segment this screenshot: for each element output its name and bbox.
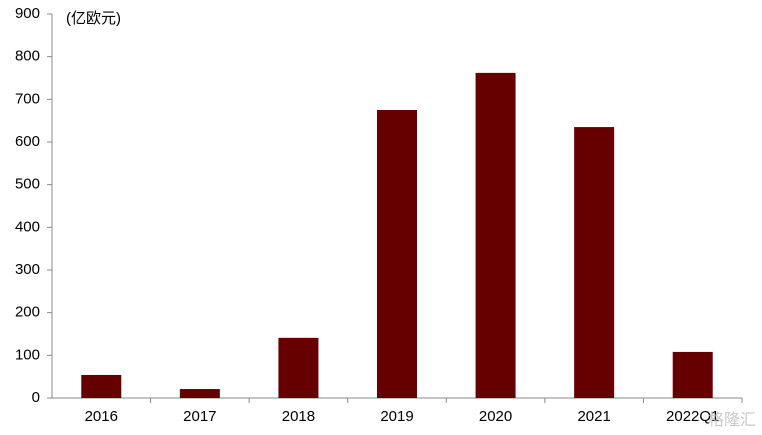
y-tick-label: 200 bbox=[15, 304, 40, 321]
x-tick-label: 2019 bbox=[380, 408, 413, 425]
bar bbox=[278, 337, 319, 398]
x-tick-label: 2016 bbox=[85, 408, 118, 425]
y-tick-label: 500 bbox=[15, 176, 40, 193]
x-tick-label: 2021 bbox=[577, 408, 610, 425]
unit-label: (亿欧元) bbox=[66, 10, 121, 27]
bar bbox=[574, 127, 615, 399]
y-tick-label: 700 bbox=[15, 90, 40, 107]
y-tick-label: 300 bbox=[15, 261, 40, 278]
x-tick-label: 2018 bbox=[282, 408, 315, 425]
y-tick-label: 400 bbox=[15, 218, 40, 235]
y-tick-label: 800 bbox=[15, 48, 40, 65]
bar bbox=[377, 110, 417, 398]
bar bbox=[81, 374, 122, 398]
x-tick-label: 2020 bbox=[479, 408, 512, 425]
y-tick-label: 900 bbox=[15, 5, 40, 22]
bar bbox=[179, 389, 220, 398]
y-tick-label: 0 bbox=[32, 389, 40, 406]
x-tick-label: 2022Q1 bbox=[666, 408, 719, 425]
y-tick-label: 100 bbox=[15, 346, 40, 363]
bar bbox=[672, 351, 713, 398]
x-tick-label: 2017 bbox=[183, 408, 216, 425]
watermark: 格隆汇 bbox=[708, 411, 756, 429]
y-tick-label: 600 bbox=[15, 133, 40, 150]
bar bbox=[475, 72, 516, 398]
